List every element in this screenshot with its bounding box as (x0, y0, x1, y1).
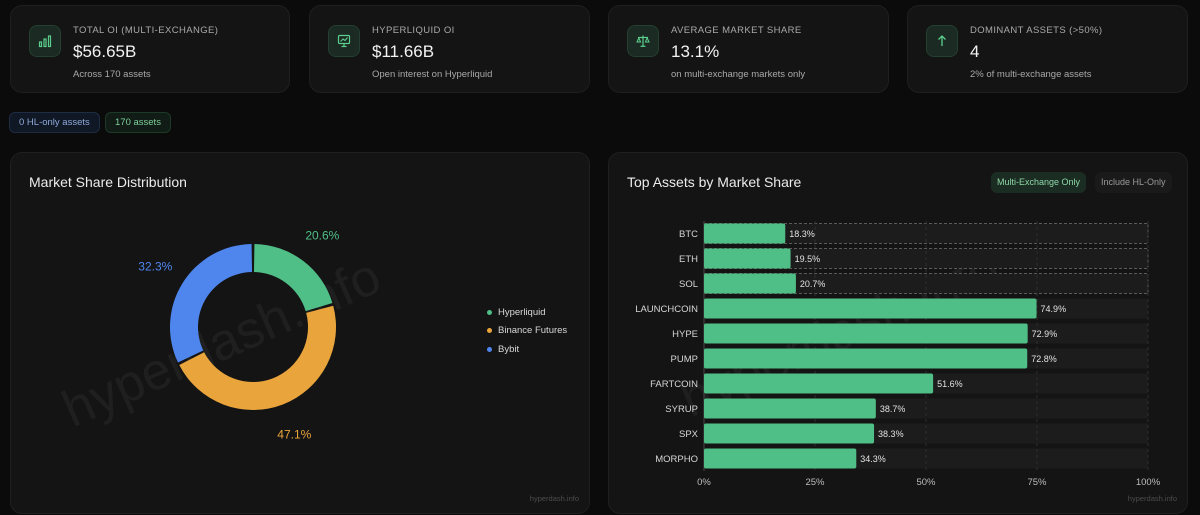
y-tick-label: SOL (679, 279, 698, 290)
y-tick-label: HYPE (672, 329, 698, 340)
bar-hype[interactable] (704, 323, 1028, 344)
x-tick-label: 100% (1136, 477, 1161, 488)
legend-item-bybit[interactable]: Bybit (487, 340, 567, 359)
donut-slice-bybit[interactable] (170, 244, 253, 363)
stat-title: AVERAGE MARKET SHARE (671, 25, 802, 36)
legend-item-hyperliquid[interactable]: Hyperliquid (487, 303, 567, 322)
legend-label: Hyperliquid (498, 306, 546, 318)
stat-value: $56.65B (73, 42, 137, 61)
stat-subtitle: on multi-exchange markets only (671, 69, 806, 80)
donut-slice-binance-futures[interactable] (179, 305, 336, 410)
stat-title: DOMINANT ASSETS (>50%) (970, 25, 1103, 36)
bar-eth[interactable] (704, 248, 791, 269)
slice-label: 32.3% (138, 259, 172, 273)
include-hl-only-toggle[interactable]: Include HL-Only (1095, 172, 1172, 193)
legend-swatch (487, 346, 492, 352)
stat-card-dominant-assets: DOMINANT ASSETS (>50%) 4 2% of multi-exc… (907, 5, 1188, 93)
stat-card-hyperliquid-oi: HYPERLIQUID OI $11.66B Open interest on … (309, 5, 590, 93)
watermark-footer: hyperdash.info (529, 494, 579, 503)
assets-count-filter[interactable]: 170 assets (105, 112, 171, 133)
bar-syrup[interactable] (704, 398, 876, 419)
bar-sol[interactable] (704, 273, 796, 294)
stat-subtitle: 2% of multi-exchange assets (970, 69, 1092, 80)
presentation-chart-icon (328, 25, 360, 57)
bar-value-label: 38.7% (880, 404, 906, 414)
watermark-footer: hyperdash.info (1127, 494, 1177, 503)
bar-btc[interactable] (704, 223, 786, 244)
y-tick-label: LAUNCHCOIN (635, 304, 698, 315)
bar-value-label: 38.3% (878, 429, 904, 439)
legend-item-binance-futures[interactable]: Binance Futures (487, 322, 567, 341)
legend-label: Bybit (498, 343, 520, 355)
stat-value: $11.66B (372, 42, 435, 61)
y-tick-label: ETH (679, 254, 698, 265)
multi-exchange-only-toggle[interactable]: Multi-Exchange Only (991, 172, 1087, 193)
bar-launchcoin[interactable] (704, 298, 1037, 319)
y-tick-label: SPX (679, 429, 699, 440)
y-tick-label: PUMP (671, 354, 698, 365)
stat-card-total-oi: TOTAL OI (MULTI-EXCHANGE) $56.65B Across… (10, 5, 290, 93)
bar-chart: 0% 25% 50% 75% 100% BTC 18.3% ETH 19.5% SOL 20.7% L… (635, 221, 1161, 488)
scale-icon (627, 25, 659, 57)
bar-chart-icon (29, 25, 61, 57)
hl-only-assets-filter[interactable]: 0 HL-only assets (9, 112, 100, 133)
stat-title: HYPERLIQUID OI (372, 25, 455, 36)
stat-value: 4 (970, 42, 980, 61)
bar-value-label: 74.9% (1041, 304, 1067, 314)
y-tick-label: SYRUP (665, 404, 698, 415)
legend-swatch (487, 328, 492, 334)
y-tick-label: BTC (679, 229, 698, 240)
bar-value-label: 20.7% (800, 279, 826, 289)
slice-label: 20.6% (305, 228, 339, 242)
legend-swatch (487, 309, 492, 315)
arrow-up-icon (926, 25, 958, 57)
stat-value: 13.1% (671, 42, 720, 61)
y-tick-label: MORPHO (655, 454, 698, 465)
donut-slice-hyperliquid[interactable] (253, 244, 333, 312)
x-tick-label: 75% (1027, 477, 1047, 488)
stat-title: TOTAL OI (MULTI-EXCHANGE) (73, 25, 219, 36)
bar-value-label: 72.8% (1031, 354, 1057, 364)
x-tick-label: 0% (697, 477, 711, 488)
bar-value-label: 51.6% (937, 379, 963, 389)
top-assets-panel: hyperdash.info Top Assets by Market Shar… (608, 152, 1188, 514)
slice-label: 47.1% (277, 427, 311, 441)
stat-subtitle: Open interest on Hyperliquid (372, 69, 493, 80)
bar-value-label: 19.5% (795, 254, 821, 264)
panel-title: Market Share Distribution (29, 174, 187, 190)
chart-legend: Hyperliquid Binance Futures Bybit (487, 303, 567, 359)
x-tick-label: 50% (916, 477, 936, 488)
panel-title: Top Assets by Market Share (627, 174, 802, 190)
x-tick-label: 25% (805, 477, 825, 488)
market-share-distribution-panel: hyperdash.info Market Share Distribution… (10, 152, 590, 514)
legend-label: Binance Futures (498, 325, 568, 337)
stat-subtitle: Across 170 assets (73, 69, 151, 80)
bar-fartcoin[interactable] (704, 373, 934, 394)
bar-value-label: 18.3% (789, 229, 815, 239)
y-tick-label: FARTCOIN (650, 379, 698, 390)
bar-morpho[interactable] (704, 448, 857, 469)
bar-value-label: 72.9% (1032, 329, 1058, 339)
stat-card-average-market-share: AVERAGE MARKET SHARE 13.1% on multi-exch… (608, 5, 889, 93)
bar-pump[interactable] (704, 348, 1028, 369)
donut-chart: 20.6% 47.1% 32.3% (138, 228, 339, 441)
bar-spx[interactable] (704, 423, 875, 444)
bar-value-label: 34.3% (860, 454, 886, 464)
